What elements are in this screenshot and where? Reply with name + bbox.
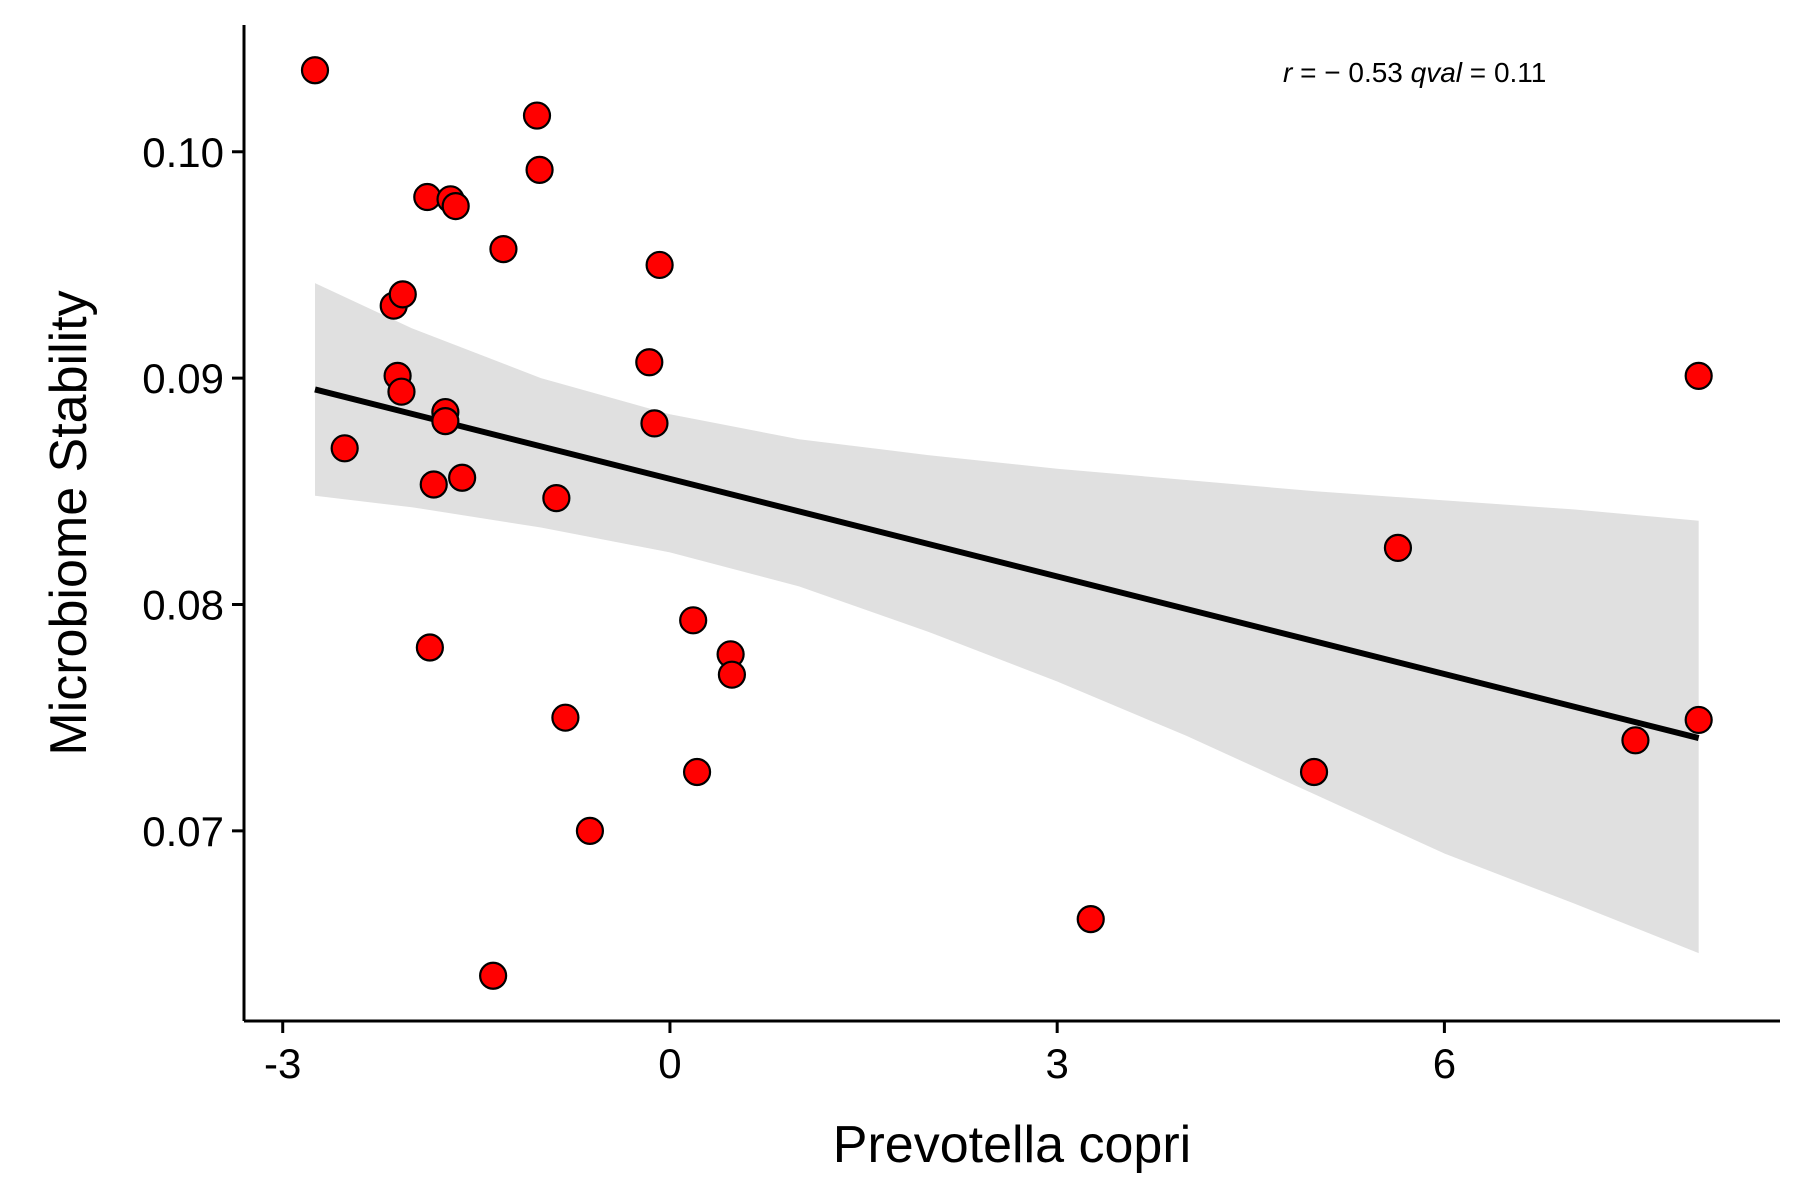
data-point: [551, 703, 580, 732]
axes-layer: [242, 25, 1780, 1023]
data-point: [525, 155, 554, 184]
data-point: [1383, 533, 1413, 563]
points-layer: [300, 56, 1713, 990]
data-point: [717, 660, 747, 689]
x-ticks: -3 0 3 6: [264, 1021, 1456, 1087]
x-tick-label: -3: [264, 1040, 301, 1087]
data-point: [413, 182, 442, 212]
x-axis-title: Prevotella copri: [833, 1116, 1191, 1174]
y-axis-title: Microbiome Stability: [40, 290, 98, 755]
x-tick-label: 3: [1045, 1040, 1068, 1087]
data-point: [448, 463, 477, 492]
correlation-annotation: r = − 0.53 qval = 0.11: [1283, 57, 1546, 88]
fit-line-layer: [314, 386, 1700, 741]
data-point: [575, 816, 605, 845]
data-point: [300, 56, 330, 85]
q-symbol: qval: [1411, 57, 1463, 88]
data-point: [645, 250, 674, 280]
data-point: [388, 280, 417, 309]
r-symbol: r: [1283, 57, 1294, 88]
data-point: [441, 191, 470, 221]
y-tick-label: 0.07: [142, 808, 224, 855]
data-point: [415, 633, 444, 662]
confidence-band: [315, 283, 1699, 954]
x-tick-label: 6: [1433, 1040, 1456, 1087]
data-point: [479, 961, 508, 990]
data-point: [1684, 361, 1713, 390]
data-point: [489, 235, 518, 264]
data-point: [679, 606, 708, 635]
regression-line: [314, 386, 1700, 741]
y-tick-label: 0.08: [142, 581, 224, 628]
data-point: [419, 470, 448, 499]
data-point: [1621, 726, 1650, 755]
data-point: [387, 377, 416, 406]
data-point: [542, 484, 571, 513]
data-point: [431, 407, 460, 436]
y-ticks: 0.07 0.08 0.09 0.10: [142, 129, 244, 855]
data-point: [330, 434, 359, 463]
y-tick-label: 0.09: [142, 355, 224, 402]
r-value: = − 0.53: [1292, 57, 1410, 88]
data-point: [635, 348, 664, 377]
data-point: [1299, 757, 1329, 787]
q-value: = 0.11: [1462, 57, 1546, 88]
confidence-band-layer: [315, 283, 1699, 954]
data-point: [682, 757, 712, 787]
data-point: [1076, 905, 1105, 934]
y-tick-label: 0.10: [142, 129, 224, 176]
data-point: [640, 409, 669, 438]
data-point: [522, 101, 552, 130]
x-tick-label: 0: [658, 1040, 681, 1087]
data-point: [1684, 705, 1713, 735]
